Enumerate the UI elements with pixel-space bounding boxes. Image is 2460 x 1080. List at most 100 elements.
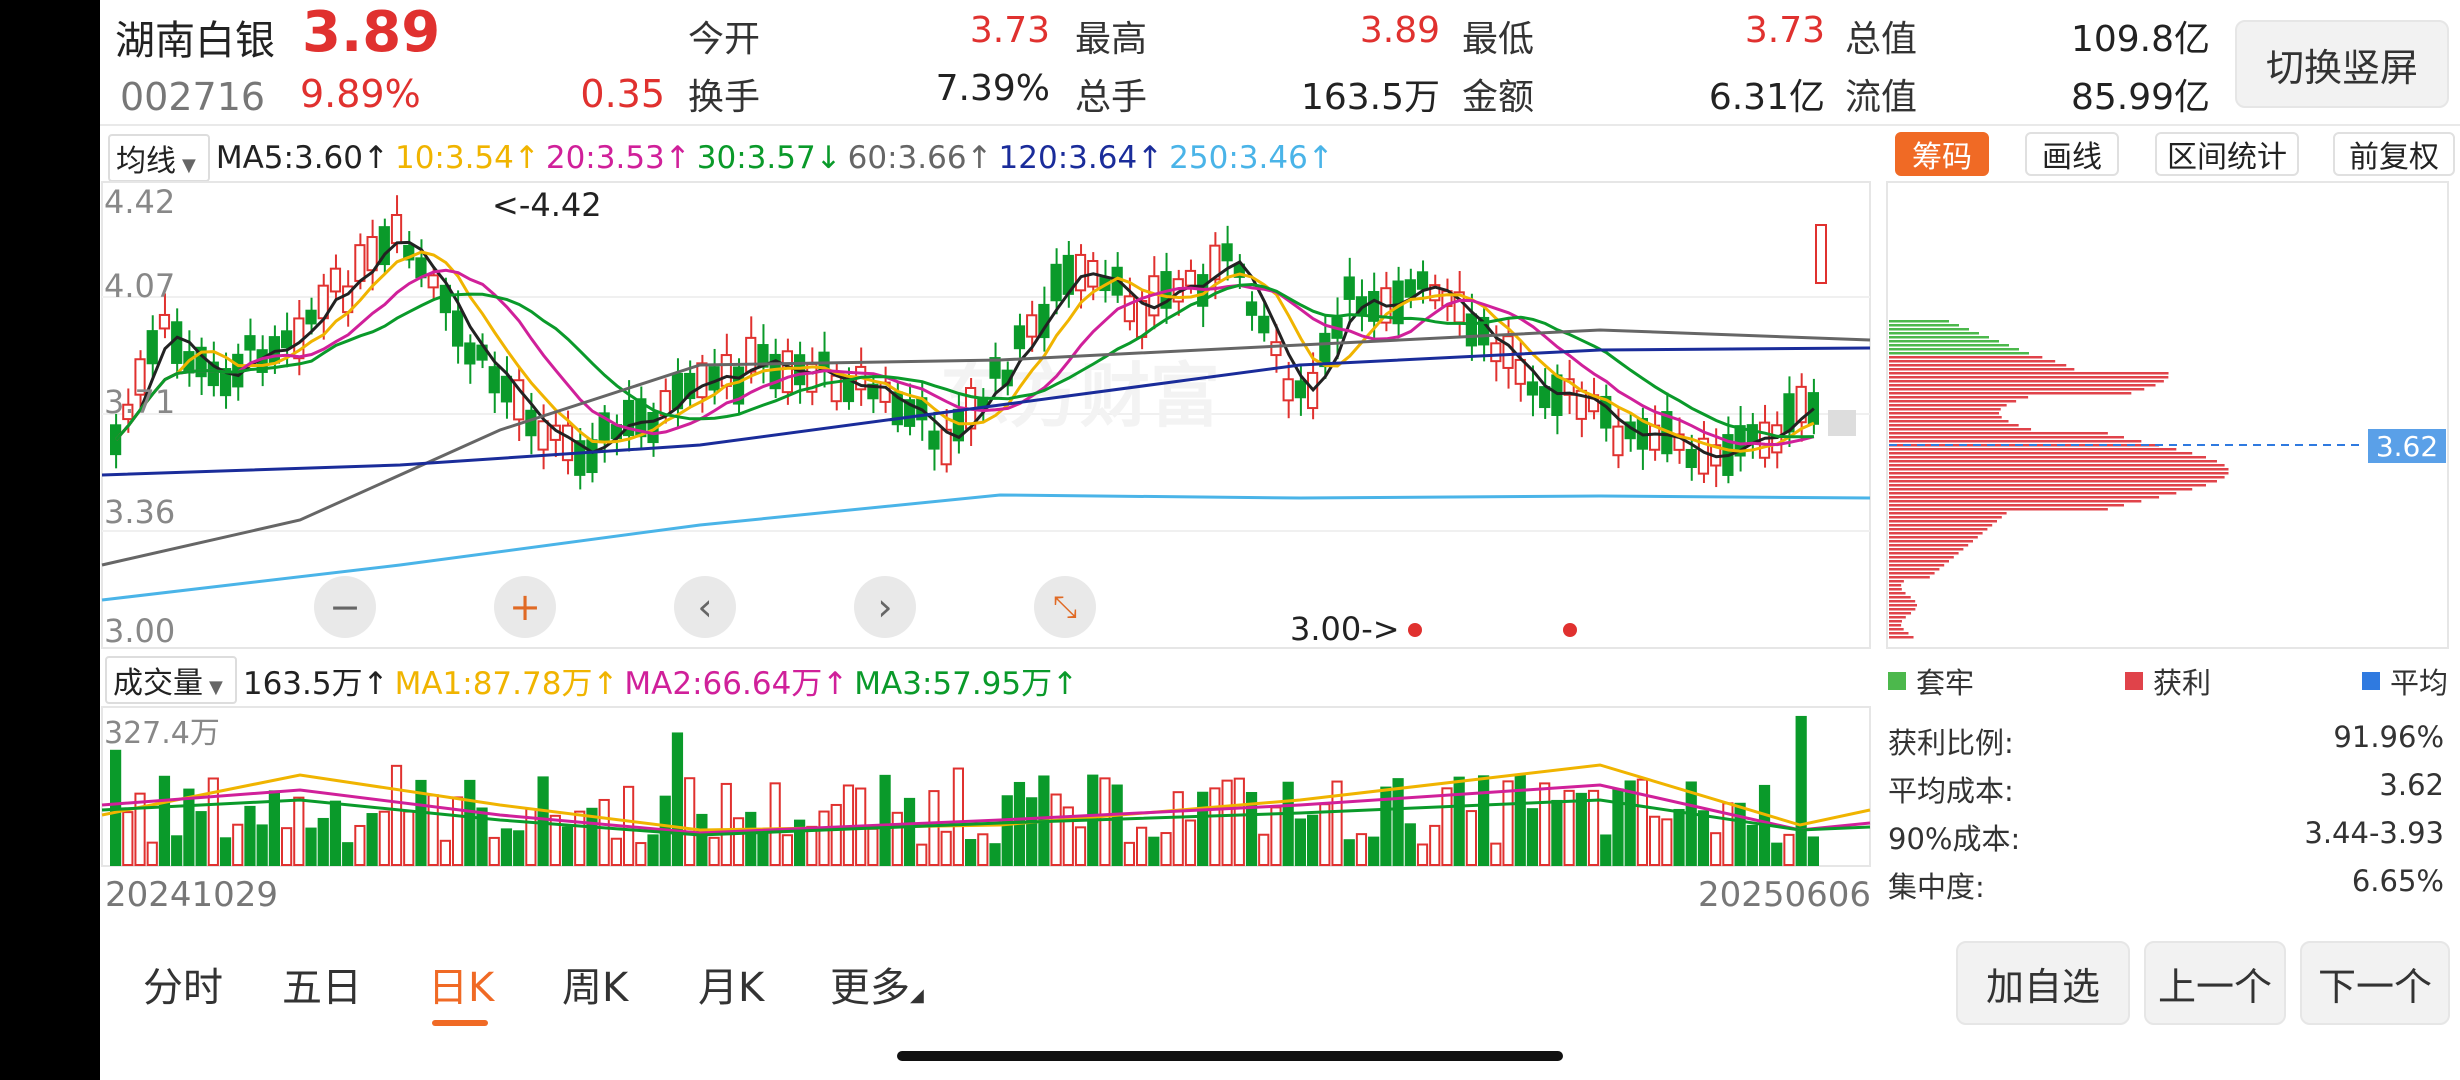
change-amt: 0.35 <box>580 72 665 116</box>
chip-bar <box>1889 568 1940 571</box>
chip-bar <box>1889 628 1904 631</box>
chip-bar <box>1889 604 1917 607</box>
ma250-value: 250:3.46↑ <box>1169 140 1334 176</box>
volume-bar <box>513 830 525 866</box>
label-turnover: 换手 <box>688 77 761 118</box>
volume-bar <box>1245 792 1258 866</box>
chip-bar <box>1889 544 1969 547</box>
label-volume: 总手 <box>1075 77 1148 118</box>
volume-bar <box>818 810 830 866</box>
chip-bar <box>1889 620 1902 623</box>
vol-ma-line <box>101 763 1871 832</box>
stat-value: 3.62 <box>2379 768 2444 802</box>
collapse-arrows-icon: ⤡ <box>1053 589 1077 625</box>
volume-bar <box>1490 842 1502 867</box>
y-tick: 4.07 <box>104 267 175 305</box>
volume-bar <box>219 837 232 867</box>
avg-cost-tag <box>2368 429 2446 463</box>
kline-chart[interactable]: 东方财富 4.42 4.07 3.71 3.36 3.00 <-4.42 3.0… <box>100 180 1872 650</box>
volume-chart[interactable]: 327.4万 <box>100 705 1872 868</box>
tab-range-stats[interactable]: 区间统计 <box>2155 132 2299 176</box>
volume-bar <box>378 810 390 866</box>
switch-portrait-button[interactable]: 切换竖屏 <box>2235 20 2449 108</box>
ma-bar: 均线 ▼ MA5:3.60↑ 10:3.54↑ 20:3.53↑ 30:3.57↓… <box>108 134 1340 182</box>
tab-daily-k[interactable]: 日K <box>428 965 495 1011</box>
candle-body <box>513 379 525 421</box>
dropdown-arrow-icon: ▼ <box>182 155 196 176</box>
previous-button[interactable]: 上一个 <box>2144 941 2286 1025</box>
legend-label: 套牢 <box>1916 666 1975 700</box>
chip-bar <box>1889 404 2007 407</box>
zoom-in-button[interactable]: + <box>494 576 556 638</box>
volume-bar <box>1282 781 1294 866</box>
volume-bar <box>684 777 696 866</box>
volume-bar <box>244 805 256 866</box>
plus-icon: + <box>509 585 541 629</box>
volume-bar <box>1575 792 1587 866</box>
volume-bar <box>1343 839 1355 866</box>
stat-label: 90%成本: <box>1888 822 2021 856</box>
zoom-out-button[interactable]: − <box>314 576 376 638</box>
add-watchlist-button[interactable]: 加自选 <box>1956 941 2130 1025</box>
candle-body <box>1404 279 1416 298</box>
tab-chips[interactable]: 筹码 <box>1895 132 1989 176</box>
pan-right-button[interactable]: › <box>854 576 916 638</box>
volume-bar <box>158 775 171 866</box>
tab-monthly-k[interactable]: 月K <box>698 965 765 1011</box>
chip-bar <box>1889 372 2169 375</box>
volume-selector[interactable]: 成交量 ▼ <box>105 656 237 704</box>
candle-body <box>1815 224 1827 284</box>
candle-body <box>1184 269 1197 287</box>
tab-intraday[interactable]: 分时 <box>143 965 223 1011</box>
tab-draw-line[interactable]: 画线 <box>2025 132 2119 176</box>
chip-bar <box>1889 496 2160 499</box>
corner-arrow-icon: ◢ <box>910 985 924 1006</box>
volume-bar <box>830 803 842 866</box>
tab-more[interactable]: 更多◢ <box>830 955 924 1013</box>
next-button[interactable]: 下一个 <box>2300 941 2450 1025</box>
chip-bar <box>1889 476 2225 479</box>
collapse-button[interactable]: ⤡ <box>1034 576 1096 638</box>
chip-bar <box>1889 448 2177 451</box>
chip-bar <box>1889 420 2009 423</box>
candle-body <box>354 244 366 282</box>
ma-selector[interactable]: 均线 ▼ <box>108 134 210 182</box>
kline-gridlines <box>102 296 1870 532</box>
volume-bar <box>256 824 268 866</box>
chip-bar <box>1889 344 2009 347</box>
volume-bar <box>1783 833 1795 867</box>
stock-code: 002716 <box>120 75 266 119</box>
volume-bar <box>1478 775 1490 866</box>
volume-bar <box>1001 795 1013 866</box>
volume-bar <box>1502 780 1514 866</box>
volume-bar <box>1807 836 1820 866</box>
volume-bar <box>1673 808 1685 866</box>
tab-five-day[interactable]: 五日 <box>282 965 362 1011</box>
volume-bar <box>171 835 183 866</box>
ma60-line <box>101 328 1871 567</box>
pan-left-button[interactable]: ‹ <box>674 576 736 638</box>
volume-bar <box>1368 836 1380 866</box>
value-amount: 6.31亿 <box>1708 77 1825 118</box>
candle-body <box>244 335 256 351</box>
candle-body <box>903 399 916 427</box>
candle-body <box>1074 253 1087 292</box>
chip-bar <box>1889 456 2206 459</box>
active-tab-indicator <box>432 1020 488 1026</box>
volume-bar <box>940 830 952 866</box>
candle-body <box>134 358 146 396</box>
label-amount: 金额 <box>1462 77 1535 118</box>
chip-bar <box>1889 596 1911 599</box>
candle-body <box>1697 437 1710 475</box>
volume-bar <box>1111 784 1123 866</box>
tab-weekly-k[interactable]: 周K <box>562 965 629 1011</box>
ma20-value: 20:3.53↑ <box>545 140 691 176</box>
tab-forward-adjust[interactable]: 前复权 <box>2333 132 2455 176</box>
volume-bar <box>574 810 586 867</box>
ma30-value: 30:3.57↓ <box>696 140 842 176</box>
volume-bar <box>1539 782 1551 866</box>
volume-bar <box>1136 826 1148 866</box>
chip-bar <box>1889 528 1988 531</box>
ma10-value: 10:3.54↑ <box>394 140 540 176</box>
stat-profit-ratio: 获利比例: 91.96% <box>1888 720 2444 762</box>
